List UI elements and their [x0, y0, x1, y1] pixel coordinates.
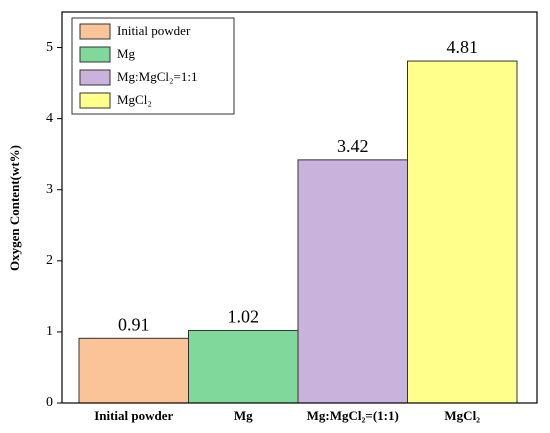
- legend-swatch: [79, 92, 111, 109]
- x-tick-label: MgCl₂: [444, 408, 480, 423]
- legend-swatch: [79, 23, 111, 40]
- x-tick-label: Mg:MgCl₂=(1:1): [307, 408, 399, 423]
- legend-label: Initial powder: [117, 23, 191, 38]
- bar: [188, 329, 299, 404]
- value-label: 0.91: [118, 314, 150, 334]
- y-tick-label: 1: [46, 324, 53, 339]
- plot-frame: [61, 11, 538, 404]
- legend-label: Mg:MgCl₂=1:1: [117, 69, 198, 84]
- y-tick-label: 3: [46, 182, 53, 197]
- legend-label: MgCl₂: [117, 92, 152, 107]
- value-label: 4.81: [447, 37, 479, 57]
- x-tick-label: Initial powder: [94, 408, 173, 423]
- bar: [407, 60, 518, 404]
- y-axis-label: Oxygen Content(wt%): [7, 145, 22, 271]
- y-tick-label: 2: [46, 253, 53, 268]
- value-label: 3.42: [337, 136, 369, 156]
- value-label: 1.02: [228, 307, 260, 327]
- y-tick-label: 0: [46, 395, 53, 410]
- legend-swatch: [79, 46, 111, 63]
- legend-label: Mg: [117, 46, 136, 61]
- bar: [78, 337, 189, 404]
- x-tick-label: Mg: [234, 408, 253, 423]
- y-tick-label: 4: [46, 111, 53, 126]
- legend-swatch: [79, 69, 111, 86]
- y-tick-label: 5: [46, 40, 53, 55]
- bar: [297, 159, 408, 404]
